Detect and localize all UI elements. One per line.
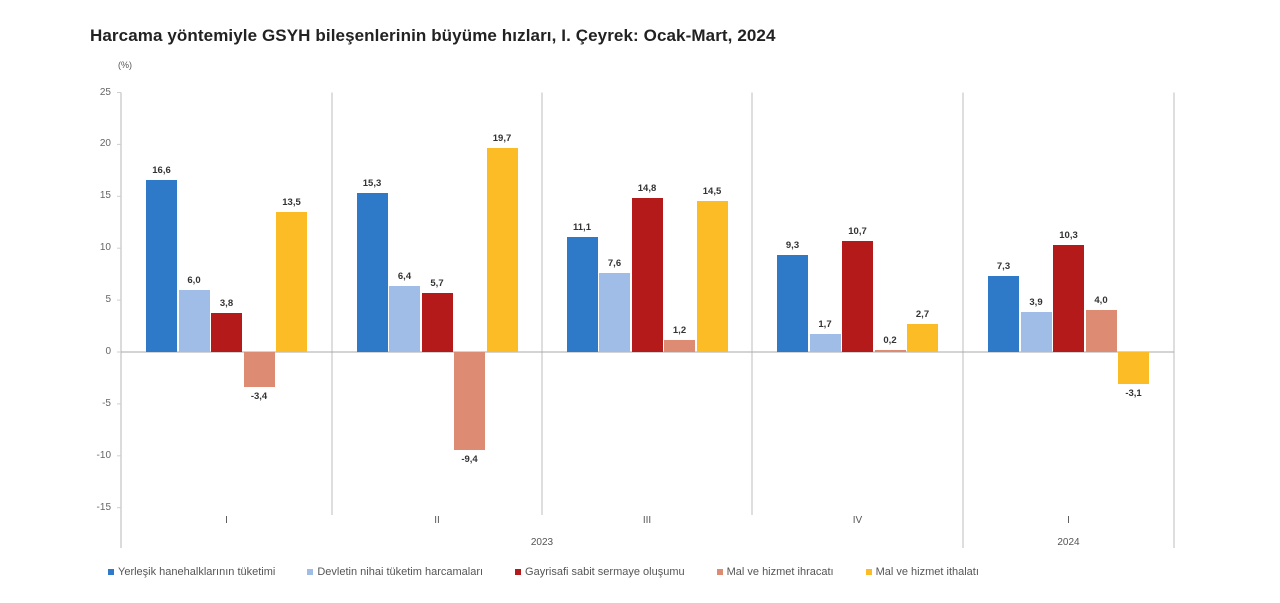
legend-item: Mal ve hizmet ithalatı (865, 566, 979, 578)
legend-label: Gayrisafi sabit sermaye oluşumu (525, 566, 685, 578)
legend-label: Mal ve hizmet ithalatı (875, 566, 979, 578)
bar (566, 236, 598, 352)
legend-item: Devletin nihai tüketim harcamaları (307, 566, 483, 578)
legend-label: Mal ve hizmet ihracatı (726, 566, 834, 578)
bar (389, 285, 420, 352)
bar (777, 255, 808, 352)
y-axis-unit: (%) (118, 60, 132, 70)
x-category-label: I (1067, 515, 1070, 526)
x-category-label: III (642, 515, 652, 526)
bar (599, 273, 630, 352)
bar-value-label: -3,4 (250, 391, 268, 403)
bar-value-label: 10,3 (1059, 230, 1078, 242)
bar-value-label: 13,5 (282, 196, 301, 208)
bar (1085, 310, 1117, 352)
y-tick-label: 10 (99, 242, 111, 254)
bar-value-label: 1,7 (818, 319, 832, 331)
bar-value-label: -9,4 (461, 453, 478, 465)
bar (421, 292, 453, 352)
bar (842, 240, 873, 352)
y-tick-label: 15 (99, 190, 111, 202)
legend-item: Yerleşik hanehalklarının tüketimi (108, 566, 275, 578)
legend-swatch-icon (108, 569, 114, 575)
bar (874, 349, 906, 352)
bar (276, 211, 307, 352)
bar-value-label: 3,9 (1029, 296, 1043, 308)
bar (1020, 311, 1052, 352)
bar (146, 179, 177, 352)
bar-value-label: 16,6 (152, 164, 171, 176)
legend-swatch-icon (865, 569, 872, 575)
legend-item: Gayrisafi sabit sermaye oluşumu (515, 566, 685, 578)
x-category-label: IV (852, 515, 863, 526)
y-tick-label: -5 (102, 397, 111, 409)
bar (211, 312, 242, 352)
legend-swatch-icon (307, 569, 314, 575)
x-year-label: 2023 (530, 537, 554, 548)
legend-label: Yerleşik hanehalklarının tüketimi (118, 566, 276, 578)
bar (696, 201, 728, 352)
bar-value-label: 15,3 (362, 178, 382, 190)
bar-value-label: 0,2 (883, 334, 897, 346)
bar-value-label: 4,0 (1094, 295, 1108, 307)
legend-swatch-icon (515, 569, 522, 575)
chart-title: Harcama yöntemiyle GSYH bileşenlerinin b… (90, 26, 776, 45)
bar-value-label: 2,7 (915, 308, 930, 320)
legend-item: Mal ve hizmet ihracatı (716, 566, 834, 578)
y-tick-label: 0 (105, 346, 111, 357)
bar (631, 198, 663, 352)
bar-value-label: 19,7 (492, 132, 512, 144)
x-category-label: II (434, 515, 440, 526)
bar (178, 289, 210, 352)
bar-value-label: 6,0 (187, 274, 201, 286)
bar (1053, 245, 1084, 352)
bar (988, 276, 1019, 352)
y-tick-label: 25 (99, 86, 111, 98)
bar-value-label: 9,3 (785, 240, 800, 252)
x-year-label: 2024 (1057, 537, 1080, 548)
bar-value-label: 3,8 (219, 297, 234, 309)
y-tick-label: -10 (96, 449, 111, 461)
bar (809, 334, 841, 352)
x-category-label: I (225, 515, 228, 526)
y-tick-label: -15 (96, 501, 111, 513)
bar (1118, 352, 1149, 385)
y-tick-label: 20 (99, 138, 111, 150)
bar-value-label: 6,4 (397, 270, 412, 282)
y-tick-label: 5 (105, 294, 111, 306)
bar-value-label: 5,7 (430, 277, 444, 289)
legend-swatch-icon (716, 569, 723, 575)
bar-value-label: 1,2 (672, 324, 687, 336)
bar (243, 352, 275, 388)
bar (486, 147, 518, 352)
bar (664, 339, 695, 352)
bar-value-label: 14,5 (702, 186, 722, 198)
bar (907, 323, 938, 352)
bar (356, 193, 388, 352)
bar-value-label: 7,3 (996, 261, 1011, 273)
bar-value-label: 14,8 (637, 183, 657, 195)
chart-legend: Yerleşik hanehalklarının tüketimi Devleti… (108, 566, 1011, 578)
legend-label: Devletin nihai tüketim harcamaları (317, 566, 484, 578)
bar-value-label: 11,1 (573, 221, 591, 233)
bar-value-label: -3,1 (1125, 388, 1142, 400)
bar-value-label: 10,7 (848, 225, 867, 237)
bar-value-label: 7,6 (607, 258, 622, 270)
bar (454, 352, 485, 450)
